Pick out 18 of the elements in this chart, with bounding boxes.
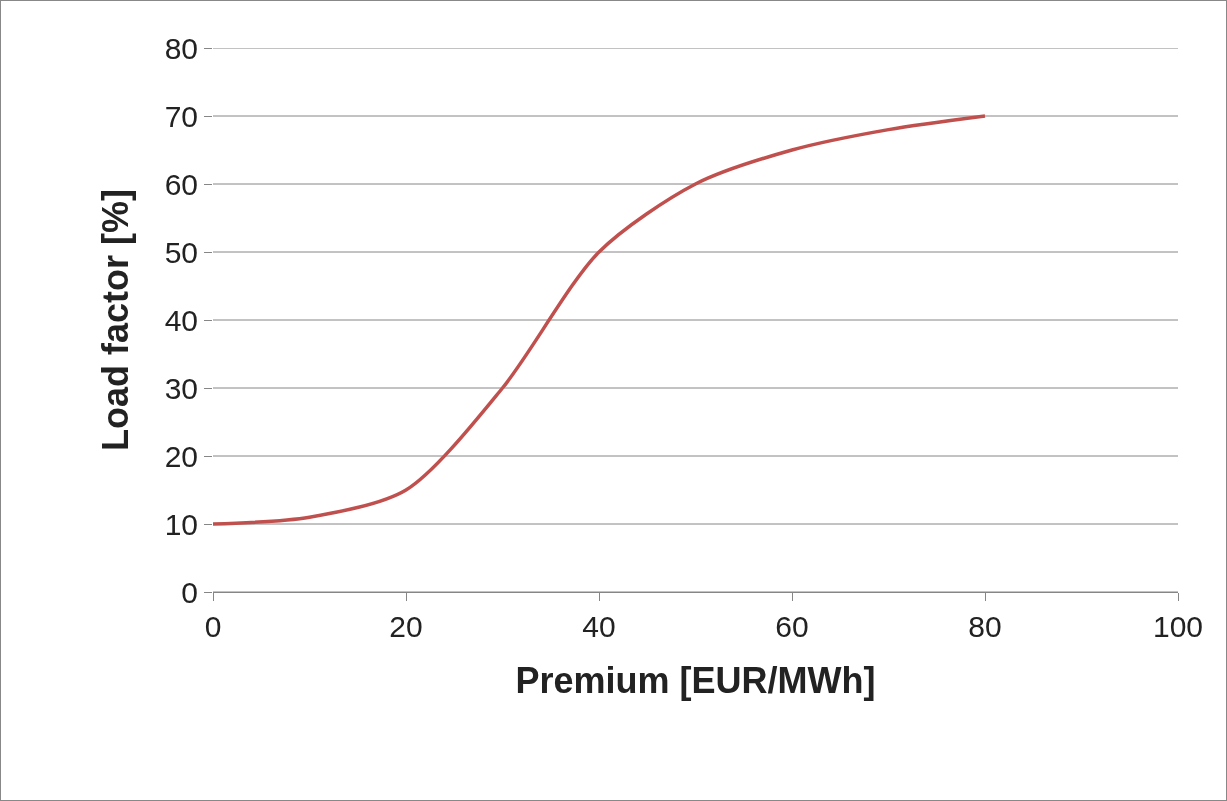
y-tick-label: 20 (164, 439, 198, 473)
y-tick-label: 40 (164, 303, 198, 337)
x-tick-label: 0 (204, 610, 222, 643)
x-tick-label: 80 (968, 610, 1002, 643)
x-tick-label: 60 (775, 610, 809, 643)
x-tick-label: 40 (582, 610, 616, 643)
y-tick-label: 0 (181, 575, 198, 609)
line-series (213, 114, 987, 526)
y-axis-title: Load factor [%] (94, 188, 136, 452)
y-tick-label: 50 (164, 235, 198, 269)
x-tick-label: 20 (389, 610, 423, 643)
x-tick-label: 100 (1152, 610, 1204, 643)
y-tick-label: 10 (164, 507, 198, 541)
y-tick-label: 80 (164, 31, 198, 65)
y-tick-label: 70 (164, 99, 198, 133)
y-tick-label: 60 (164, 167, 198, 201)
x-axis-title: Premium [EUR/MWh] (515, 659, 876, 701)
y-tick-label: 30 (164, 371, 198, 405)
